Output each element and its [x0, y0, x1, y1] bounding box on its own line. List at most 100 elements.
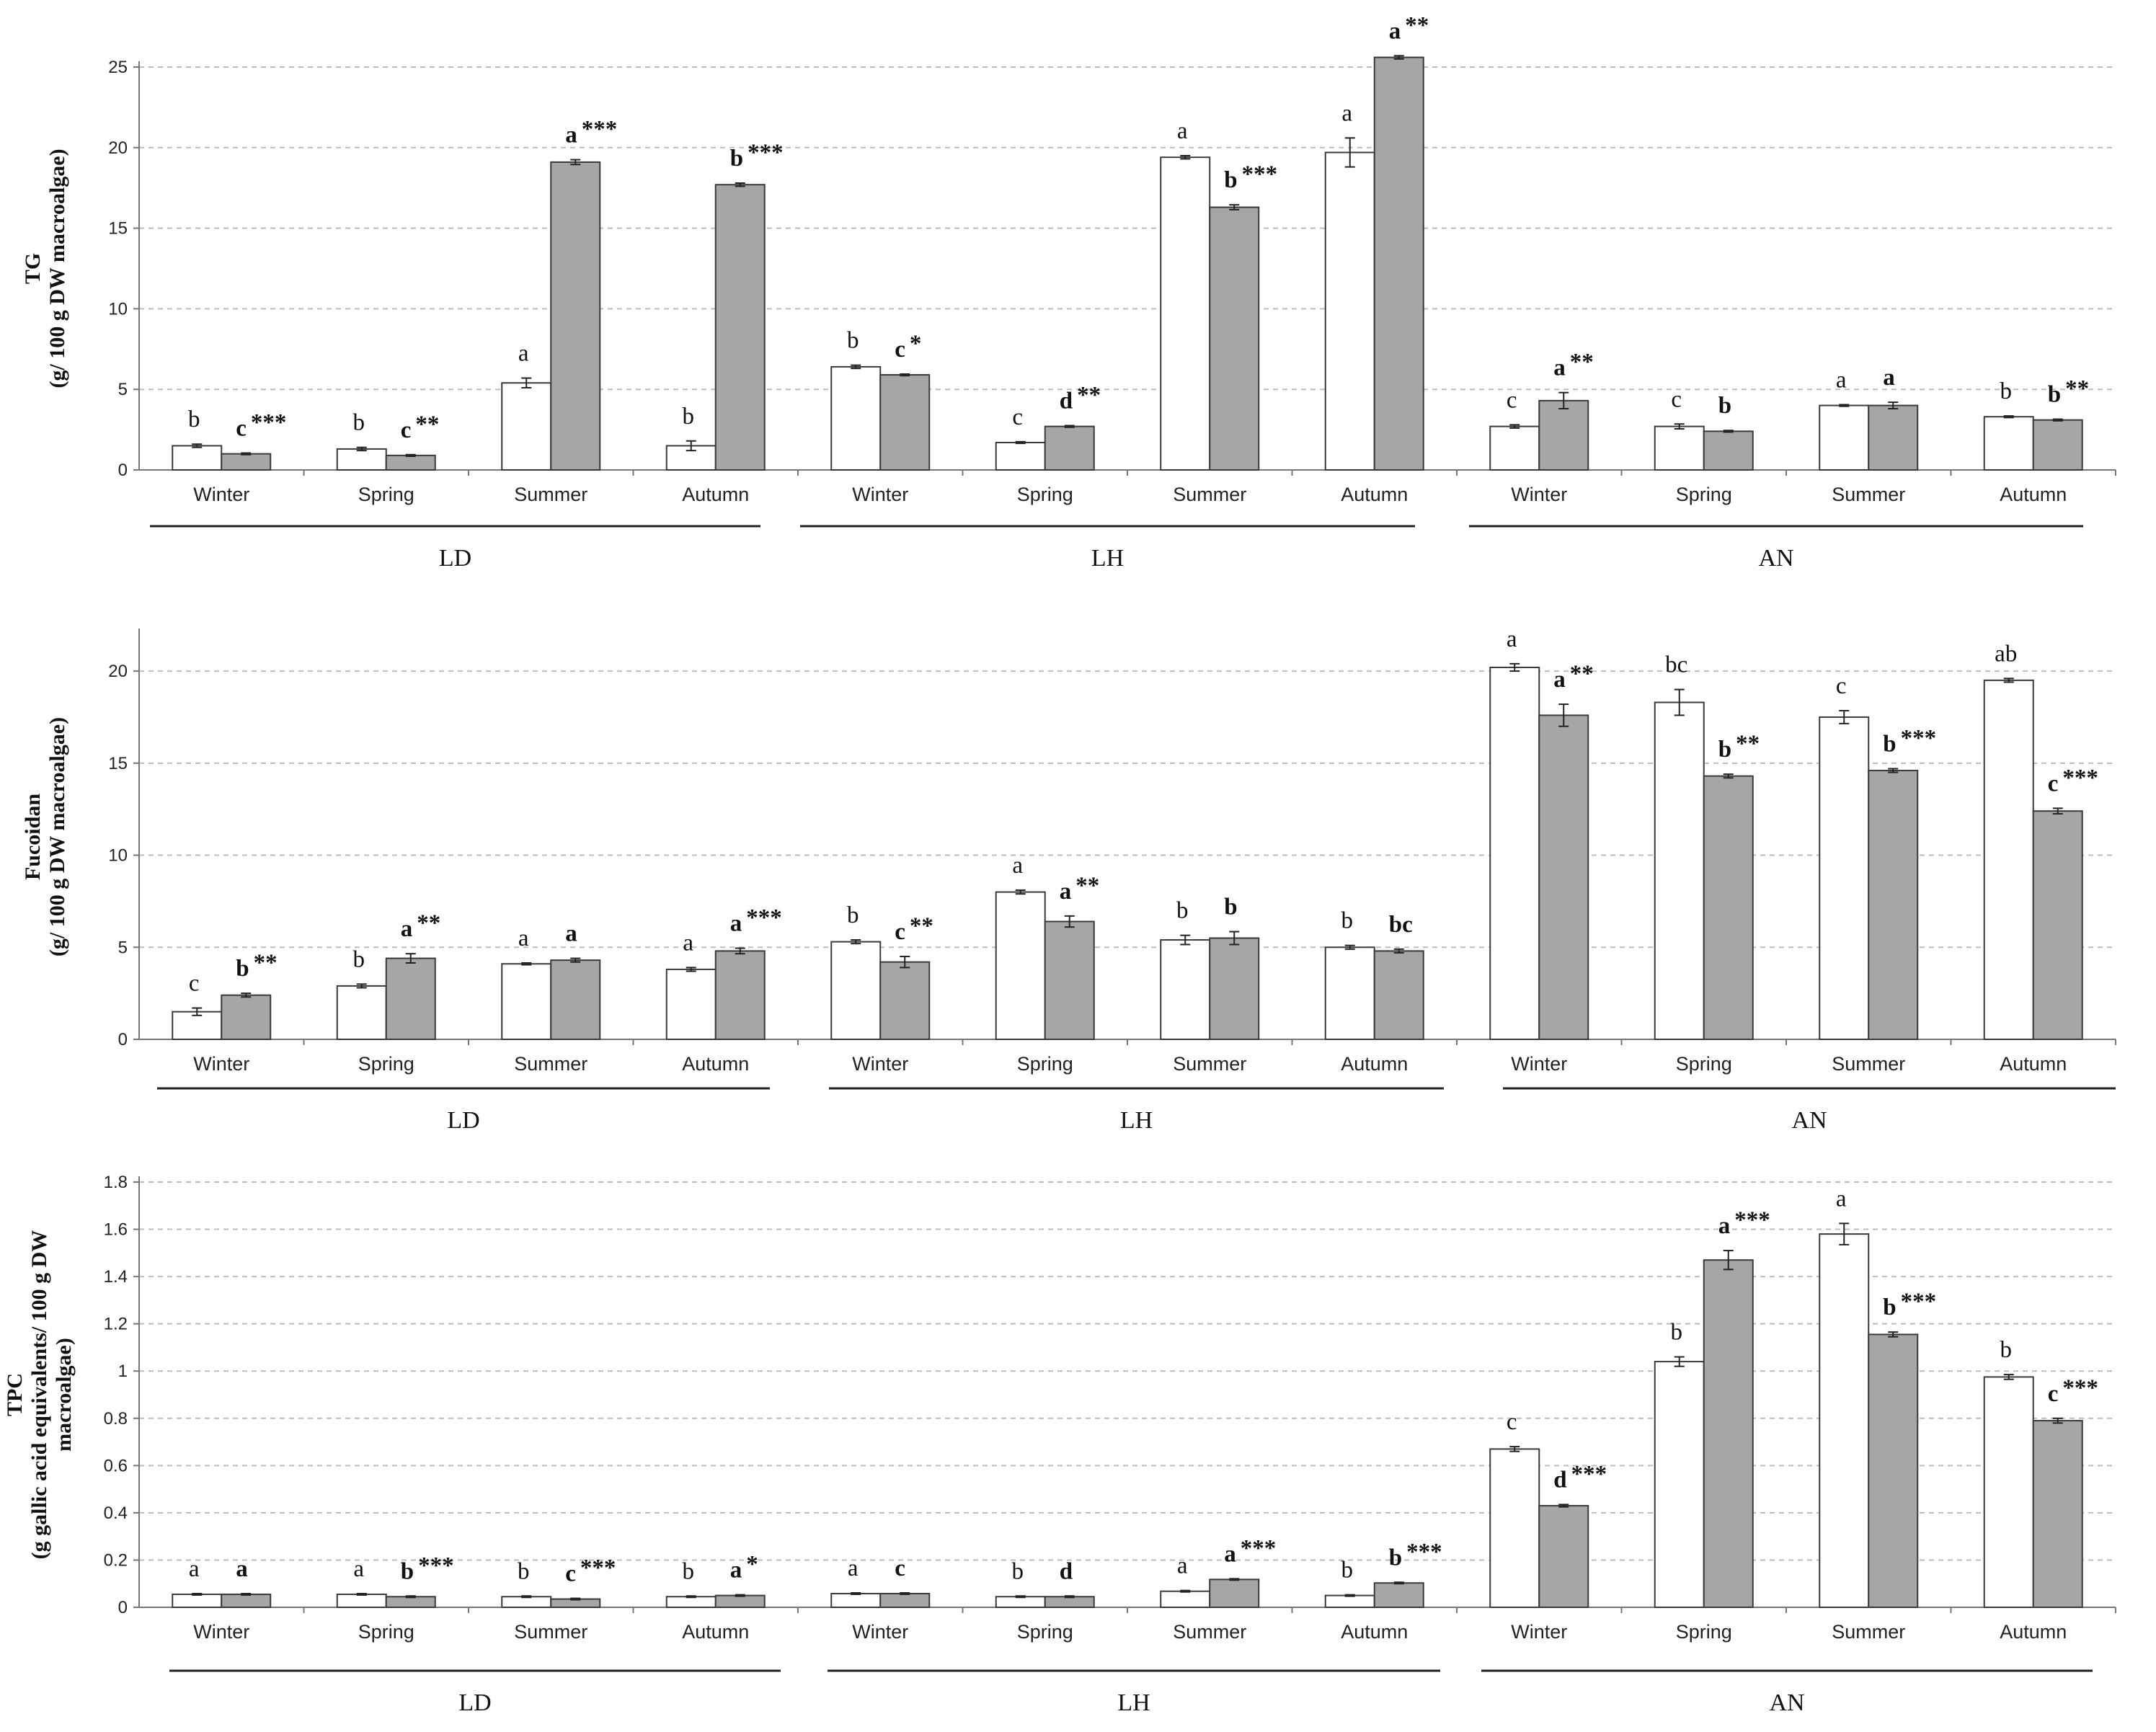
chart-1-category-label: Winter: [193, 484, 249, 505]
chart-2-category-label: Summer: [514, 1053, 587, 1075]
chart-1-bar-grey: [2032, 419, 2083, 471]
chart-1-bar-grey: [1703, 430, 1754, 471]
chart-1-category-label: Autumn: [1341, 484, 1408, 505]
chart-2-significance-label: a **: [1553, 661, 1594, 693]
chart-3-bar-white: [1324, 1594, 1375, 1608]
chart-2-significance-label: a: [683, 930, 693, 956]
chart-1-significance-label: a: [1341, 100, 1352, 126]
chart-2-bar-white: [665, 968, 717, 1040]
chart-1-bar-grey: [221, 453, 272, 471]
chart-3-category-label: Spring: [358, 1621, 414, 1643]
chart-1-significance-label: d **: [1060, 383, 1101, 414]
chart-2-ytick-label: 20: [108, 662, 128, 681]
chart-1-ytick-label: 0: [118, 461, 128, 480]
chart-3-bar-white: [501, 1596, 552, 1608]
chart-1-bar-white: [1983, 416, 2034, 471]
chart-1-bar-grey: [385, 454, 436, 471]
chart-3-ytick-label: 1: [118, 1362, 128, 1381]
chart-3-bar-white: [830, 1592, 882, 1608]
chart-1-bar-white: [501, 382, 552, 471]
chart-3-category-label: Autumn: [2000, 1621, 2067, 1643]
chart-3-significance-label: a: [189, 1556, 200, 1582]
chart-3-ytick-label: 0.2: [104, 1550, 128, 1570]
chart-1-significance-label: b: [188, 407, 200, 432]
chart-3-significance-label: c ***: [2048, 1375, 2098, 1407]
chart-3-significance-label: d: [1060, 1558, 1073, 1584]
chart-1-category-label: Summer: [1173, 484, 1246, 505]
chart-2-group-label: AN: [1791, 1107, 1827, 1134]
chart-3-significance-label: a *: [730, 1552, 758, 1584]
chart-2-category-label: Winter: [193, 1053, 249, 1075]
chart-3-bar-grey: [1538, 1505, 1589, 1609]
chart-2-ytick-label: 5: [118, 938, 128, 957]
chart-2-significance-label: a **: [1060, 873, 1100, 905]
chart-3-significance-label: b: [1671, 1320, 1683, 1346]
chart-2-category-label: Winter: [852, 1053, 908, 1075]
chart-2-significance-label: c: [189, 971, 200, 997]
chart-1-bar-white: [172, 445, 223, 471]
chart-3-bar-grey: [2032, 1420, 2083, 1608]
chart-2-significance-label: ab: [1995, 641, 2017, 667]
chart-1-ytick-label: 25: [108, 58, 128, 77]
chart-3-bar-grey: [221, 1593, 272, 1608]
chart-3-significance-label: a: [236, 1556, 248, 1582]
chart-2-significance-label: b: [1224, 894, 1237, 920]
chart-2-ytick-label: 10: [108, 846, 128, 866]
chart-2-significance-label: a: [1012, 853, 1023, 879]
chart-1-significance-label: b ***: [730, 140, 784, 172]
chart-1-category-label: Summer: [1832, 484, 1905, 505]
chart-1-bar-white: [1489, 425, 1540, 471]
chart-3-significance-label: b: [2000, 1337, 2013, 1363]
chart-1-ytick-label: 5: [118, 380, 128, 399]
chart-2-bar-grey: [1868, 770, 1919, 1040]
chart-2-category-label: Autumn: [1341, 1053, 1408, 1075]
chart-1-significance-label: a: [1836, 367, 1847, 393]
chart-2-ytick-label: 0: [118, 1030, 128, 1049]
chart-2-bar-grey: [1209, 937, 1260, 1040]
chart-1-group-label: LD: [439, 545, 471, 572]
chart-3-ytick-label: 0.6: [104, 1456, 128, 1475]
chart-1-bar-grey: [1538, 399, 1589, 471]
chart-2-bar-white: [1654, 701, 1705, 1040]
chart-1-significance-label: c: [1671, 386, 1682, 412]
chart-2-significance-label: a: [518, 925, 529, 951]
chart-3-bar-grey: [714, 1594, 766, 1608]
chart-3-bar-grey: [385, 1596, 436, 1608]
chart-3-bar-white: [1983, 1376, 2034, 1608]
chart-1-significance-label: c: [1012, 404, 1023, 430]
chart-2-significance-label: bc: [1665, 652, 1687, 678]
chart-3-significance-label: b ***: [1389, 1539, 1442, 1571]
chart-3-significance-label: b ***: [401, 1553, 454, 1584]
chart-1-ytick-label: 20: [108, 138, 128, 158]
chart-1-bar-grey: [1373, 56, 1424, 471]
chart-3-group-label: AN: [1769, 1689, 1804, 1716]
chart-2-bar-grey: [879, 961, 931, 1041]
chart-2-bar-grey: [714, 950, 766, 1041]
chart-3-bar-white: [995, 1596, 1046, 1608]
chart-2-category-label: Spring: [358, 1053, 414, 1075]
chart-2-bar-grey: [1373, 950, 1424, 1041]
chart-2-group-label: LD: [447, 1107, 479, 1134]
chart-2-significance-label: a ***: [730, 905, 782, 937]
chart-1-category-label: Winter: [852, 484, 908, 505]
chart-3-bar-white: [172, 1593, 223, 1608]
chart-1-bar-grey: [714, 184, 766, 471]
chart-3-significance-label: a: [353, 1556, 364, 1582]
chart-1-significance-label: c **: [401, 412, 440, 443]
chart-2-bar-grey: [2032, 810, 2083, 1040]
chart-3-bar-grey: [1044, 1596, 1095, 1608]
chart-1-bar-white: [995, 441, 1046, 471]
chart-3-significance-label: c ***: [565, 1555, 616, 1587]
chart-3-category-label: Autumn: [682, 1621, 749, 1643]
chart-1-significance-label: a ***: [565, 117, 617, 148]
chart-3-ytick-label: 0.8: [104, 1409, 128, 1429]
chart-1-significance-label: a: [1883, 365, 1895, 391]
chart-3-ytick-label: 1.8: [104, 1173, 128, 1192]
chart-2-group-label: LH: [1120, 1107, 1153, 1134]
chart-3-significance-label: b: [683, 1558, 695, 1584]
chart-1-significance-label: b: [2000, 378, 2013, 404]
chart-3-bar-grey: [1373, 1582, 1424, 1608]
chart-2-significance-label: b: [1341, 908, 1354, 934]
chart-3-bar-white: [1489, 1448, 1540, 1609]
chart-1-significance-label: b: [1718, 393, 1731, 419]
